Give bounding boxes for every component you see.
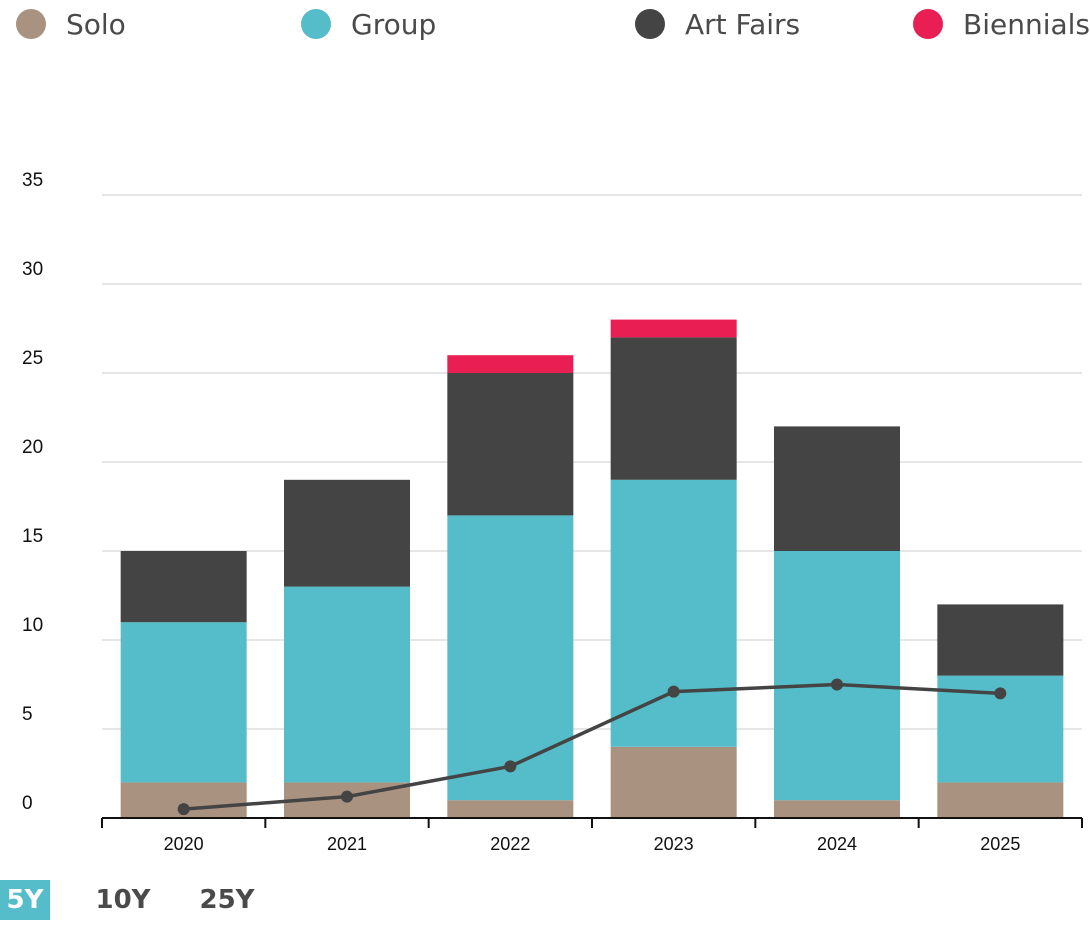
- bar-solo-2025: [937, 782, 1064, 818]
- x-axis-ticks: 2020 2021 2022 2023 2024 2025: [164, 834, 1021, 854]
- trend-point-2020: [177, 803, 190, 816]
- x-tick-label-2025: 2025: [980, 834, 1020, 854]
- tab-10y[interactable]: 10Y: [95, 885, 151, 915]
- trend-point-2025: [994, 687, 1007, 700]
- legend-item-biennials[interactable]: Biennials: [913, 6, 1090, 42]
- bar-group-2024: [774, 551, 900, 801]
- y-tick-label-35: 35: [22, 170, 43, 191]
- bar-group-2023: [610, 479, 737, 747]
- legend-item-art-fairs[interactable]: Art Fairs: [635, 6, 800, 42]
- y-tick-label-5: 5: [22, 704, 33, 725]
- bar-art-fairs-2021: [284, 479, 410, 587]
- bar-group-2020: [120, 622, 247, 783]
- legend-swatch-art-fairs: [635, 9, 665, 39]
- y-tick-label-0: 0: [22, 793, 33, 814]
- legend-label-art-fairs: Art Fairs: [685, 7, 801, 41]
- y-tick-label-25: 25: [22, 348, 43, 369]
- y-tick-label-30: 30: [22, 259, 43, 280]
- bar-group-2021: [284, 586, 410, 783]
- chart-legend: Solo Group Art Fairs Biennials: [0, 2, 1090, 46]
- range-tabs: 5Y 10Y 25Y: [0, 880, 400, 922]
- bar-art-fairs-2020: [120, 551, 247, 623]
- legend-label-group: Group: [351, 7, 437, 41]
- x-axis: [101, 817, 1083, 828]
- bar-solo-2023: [610, 746, 737, 818]
- bar-solo-2024: [774, 800, 900, 818]
- grid-lines: [102, 194, 1082, 730]
- trend-point-2022: [504, 760, 517, 773]
- legend-item-solo[interactable]: Solo: [16, 6, 126, 42]
- x-tick-label-2020: 2020: [164, 834, 204, 854]
- bar-group-2022: [447, 515, 574, 801]
- bar-art-fairs-2022: [447, 373, 574, 516]
- x-tick-label-2024: 2024: [817, 834, 857, 854]
- trend-point-2023: [667, 685, 680, 698]
- bar-art-fairs-2025: [937, 604, 1064, 676]
- legend-item-group[interactable]: Group: [301, 6, 436, 42]
- legend-swatch-biennials: [913, 9, 943, 39]
- y-tick-label-20: 20: [22, 437, 43, 458]
- legend-swatch-solo: [16, 9, 46, 39]
- trend-point-2024: [831, 678, 843, 691]
- y-tick-label-15: 15: [22, 526, 43, 547]
- legend-label-biennials: Biennials: [963, 7, 1090, 41]
- bar-biennials-2022: [447, 355, 574, 373]
- tab-25y[interactable]: 25Y: [199, 885, 255, 915]
- trend-line-path: [183, 682, 1001, 811]
- legend-swatch-group: [301, 9, 331, 39]
- trend-line: [177, 678, 1007, 816]
- x-tick-label-2023: 2023: [654, 834, 694, 854]
- bar-solo-2022: [447, 800, 574, 818]
- bars: [120, 319, 1064, 818]
- bar-biennials-2023: [610, 319, 737, 338]
- x-tick-label-2022: 2022: [490, 834, 530, 854]
- x-tick-label-2021: 2021: [327, 834, 367, 854]
- bar-art-fairs-2024: [774, 426, 900, 551]
- bar-art-fairs-2023: [610, 337, 737, 480]
- tab-5y[interactable]: 5Y: [0, 880, 50, 920]
- legend-label-solo: Solo: [66, 7, 126, 41]
- trend-point-2021: [341, 790, 353, 803]
- y-axis-ticks: 0 5 10 15 20 25 30 35: [22, 170, 43, 814]
- y-tick-label-10: 10: [22, 615, 43, 636]
